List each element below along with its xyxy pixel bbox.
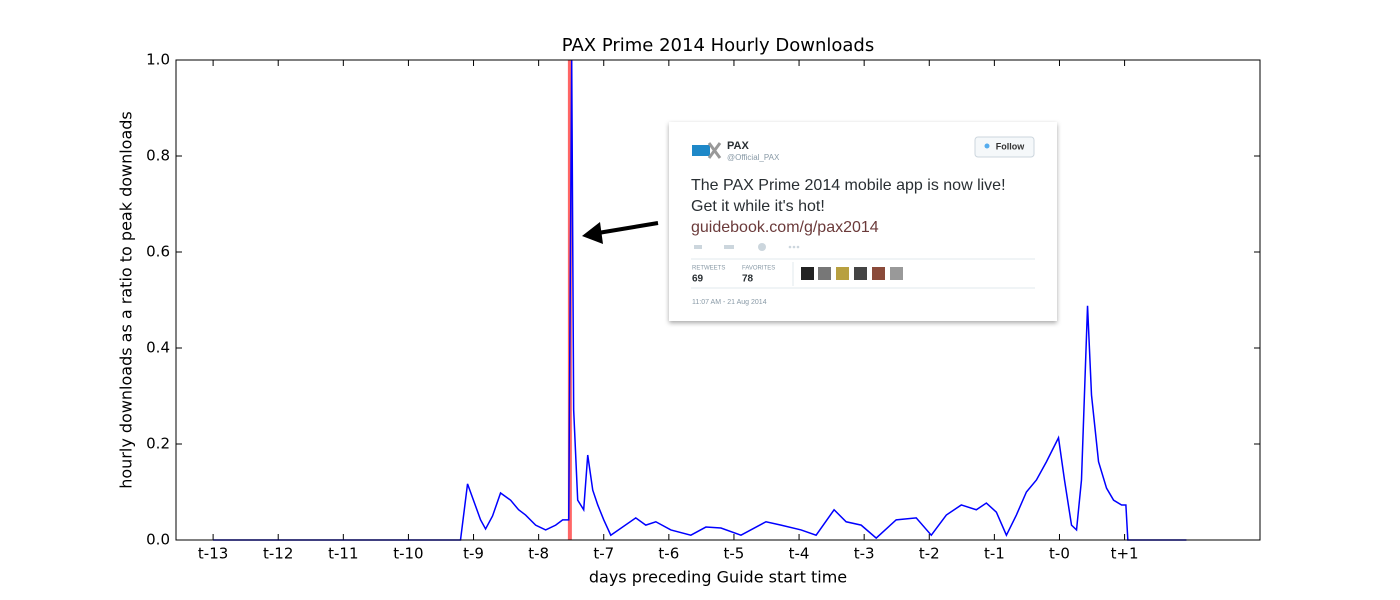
- retweets-count: 69: [692, 274, 704, 285]
- avatars: [801, 267, 903, 280]
- x-tick-label: t-6: [658, 545, 679, 563]
- x-tick-label: t-11: [328, 545, 358, 563]
- retweets-label: RETWEETS: [692, 266, 725, 272]
- x-tick-label: t-9: [463, 545, 484, 563]
- plot-frame: [175, 59, 1261, 541]
- x-tick-label: t-2: [919, 545, 940, 563]
- y-tick-label: 0.6: [146, 243, 170, 261]
- x-tick-label: t-5: [724, 545, 745, 563]
- follow-button[interactable]: [974, 136, 1035, 158]
- x-tick-label: t-12: [263, 545, 293, 563]
- x-tick-label: t-3: [854, 545, 875, 563]
- tweet-time: 11:07 AM - 21 Aug 2014: [692, 299, 767, 306]
- data-line: [213, 59, 1187, 541]
- tweet-link[interactable]: guidebook.com/g/pax2014: [691, 219, 879, 236]
- arrow: [591, 221, 659, 236]
- tweet-name: PAX: [727, 140, 749, 152]
- y-tick-label: 0.8: [146, 147, 170, 165]
- x-tick-label: t-1: [984, 545, 1005, 563]
- tweet-actions: [694, 243, 800, 251]
- x-tick-label: t-10: [393, 545, 423, 563]
- x-axis-label: days preceding Guide start time: [589, 568, 847, 587]
- tweet-card: PAX @Official_PAX Follow The PAX Prime 2…: [669, 122, 1057, 321]
- y-axis-label: hourly downloads as a ratio to peak down…: [117, 111, 136, 489]
- x-tick-label: t-8: [528, 545, 549, 563]
- x-tick-label: t-4: [789, 545, 810, 563]
- y-tick-label: 0.4: [146, 339, 170, 357]
- x-tick-label: t-7: [593, 545, 614, 563]
- plot-area: 0.0 0.2 0.4 0.6 0.8 1.0 t-13 t-12 t-11 t-10 t-9 t-8…: [146, 51, 1260, 563]
- chart-title: PAX Prime 2014 Hourly Downloads: [562, 35, 874, 56]
- y-tick-label: 1.0: [146, 51, 170, 69]
- tweet-handle: @Official_PAX: [727, 153, 780, 162]
- favorites-count: 78: [742, 274, 754, 285]
- x-tick-label: t+1: [1111, 545, 1139, 563]
- x-tick-label: t-13: [198, 545, 228, 563]
- favorites-label: FAVORITES: [742, 266, 775, 272]
- tweet-text: The PAX Prime 2014 mobile app is now liv…: [691, 177, 1006, 194]
- y-tick-label: 0.2: [146, 435, 170, 453]
- follow-label[interactable]: Follow: [996, 141, 1025, 151]
- logo: [692, 142, 722, 159]
- x-tick-label: t-0: [1049, 545, 1070, 563]
- y-tick-label: 0.0: [146, 531, 170, 549]
- tweet-text: Get it while it's hot!: [691, 198, 825, 215]
- arrow-head: [582, 222, 603, 244]
